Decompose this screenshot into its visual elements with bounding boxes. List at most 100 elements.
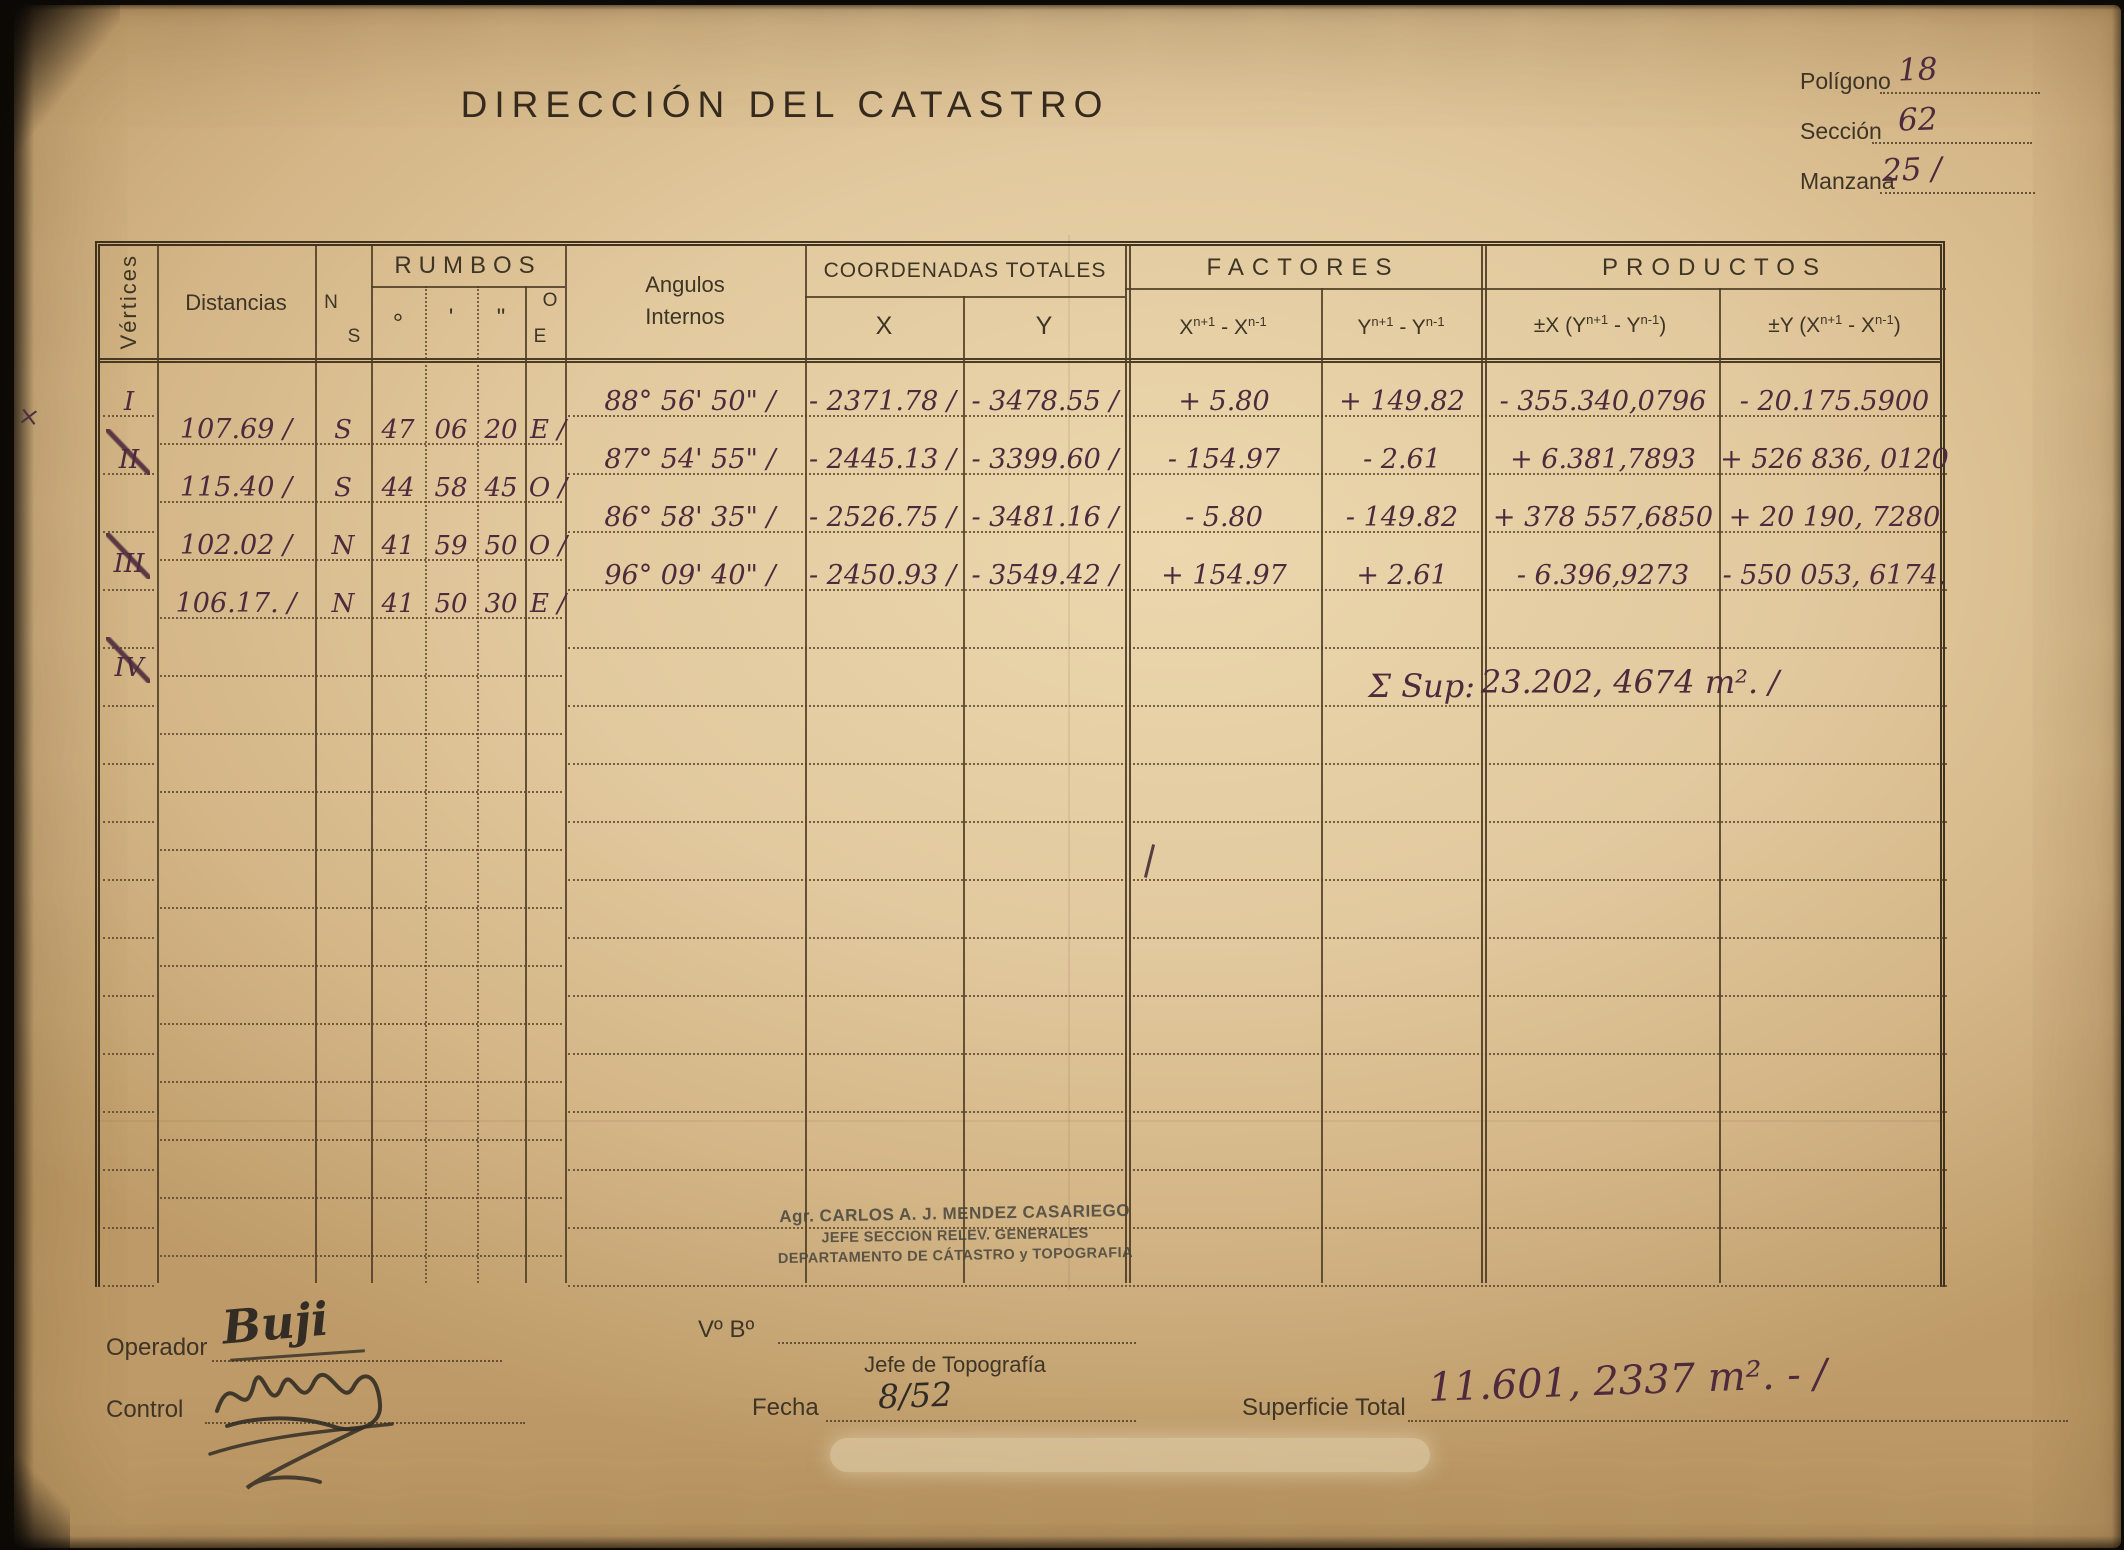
factor-y: + 149.82 [1339, 386, 1465, 417]
rumbos-n-label: N [324, 292, 338, 313]
computation-table: Vértices Distancias RUMBOS N S ° ' " O E… [95, 241, 1949, 1287]
ruled-line [103, 1285, 154, 1287]
grid-line [315, 246, 317, 1283]
angulo-interno: 96° 09' 40" / [604, 560, 776, 591]
ruled-line [568, 589, 1947, 591]
ruled-line [568, 821, 1947, 823]
ruled-line [103, 1169, 154, 1171]
col-header-producto-y: ±Y (Xn+1 - Xn-1) [1768, 312, 1901, 337]
ruled-line [103, 705, 154, 707]
coord-x: - 2450.93 / [808, 560, 957, 591]
poligono-line [1880, 92, 2040, 94]
vertex-label: IV [102, 637, 156, 683]
manzana-value: 25 / [1881, 150, 1943, 190]
ruled-line [568, 763, 1947, 765]
ruled-line [568, 1285, 1947, 1287]
ruled-line [160, 1023, 562, 1025]
col-header-distancias: Distancias [185, 290, 287, 315]
paper-background [14, 5, 2121, 1548]
distancia-value: 106.17. / [175, 588, 297, 619]
distancia-value: 102.02 / [179, 530, 293, 561]
grid-line [1321, 288, 1323, 1283]
rumbos-sec-label: " [496, 304, 506, 331]
manzana-line [1880, 192, 2035, 194]
vobo-line [778, 1342, 1136, 1344]
rumbo-oe: E / [529, 415, 566, 445]
rumbo-ns: N [331, 531, 355, 561]
manzana-label: Manzana [1800, 168, 1895, 194]
rumbo-minutos: 58 [434, 473, 468, 503]
coordenadas-underline [805, 296, 1125, 298]
rumbo-grados: 41 [381, 589, 415, 619]
ruled-line [103, 937, 154, 939]
seccion-label: Sección [1800, 118, 1882, 144]
seccion-value: 62 [1897, 101, 1939, 139]
producto-x: + 6.381,7893 [1510, 444, 1696, 475]
ruled-line [160, 1139, 562, 1141]
stamp-title: JEFE SECCION RELEV. GENERALES [821, 1225, 1089, 1247]
coord-y: - 3549.42 / [971, 560, 1119, 591]
rumbos-deg-label: ° [392, 308, 404, 338]
rumbo-oe: O / [528, 531, 568, 561]
col-header-angulos-1: Angulos [645, 272, 725, 297]
angulo-interno: 87° 54' 55" / [604, 444, 776, 475]
distancia-value: 115.40 / [179, 472, 293, 503]
productos-underline [1481, 288, 1946, 290]
ruled-line [160, 443, 562, 445]
rumbo-segundos: 45 [484, 473, 518, 503]
fecha-line [826, 1420, 1136, 1422]
rumbos-o-label: O [542, 290, 558, 311]
coord-x: - 2445.13 / [808, 444, 957, 475]
col-header-vertices: Vértices [115, 254, 141, 350]
factor-x: + 5.80 [1178, 386, 1270, 417]
rumbos-min-label: ' [448, 304, 454, 331]
producto-y: - 20.175.5900 [1739, 386, 1930, 417]
superficie-value: 11.601, 2337 m². - / [1427, 1351, 1828, 1411]
ruled-line [568, 1169, 1947, 1171]
ruled-line [160, 965, 562, 967]
poligono-value: 18 [1897, 51, 1939, 89]
producto-y: - 550 053, 6174. [1722, 560, 1947, 591]
rumbo-grados: 47 [381, 415, 415, 445]
ruled-line [160, 1081, 562, 1083]
rumbo-segundos: 20 [484, 415, 518, 445]
factor-x: - 5.80 [1185, 502, 1263, 533]
rumbos-s-label: S [347, 326, 361, 347]
group-header-productos: PRODUCTOS [1602, 254, 1827, 281]
rumbo-minutos: 06 [434, 415, 468, 445]
ruled-line [103, 589, 154, 591]
coord-y: - 3399.60 / [971, 444, 1119, 475]
factor-y: + 2.61 [1356, 560, 1448, 591]
group-header-factores: FACTORES [1206, 254, 1400, 281]
grid-line [371, 246, 373, 1283]
grid-line [477, 286, 479, 1283]
page-title: DIRECCIÓN DEL CATASTRO [460, 84, 1110, 125]
fecha-label: Fecha [752, 1394, 819, 1421]
ruled-line [103, 1111, 154, 1113]
grid-line [963, 296, 965, 1283]
ruled-line [568, 705, 1947, 707]
ruled-line [103, 531, 154, 533]
ruled-line [160, 617, 562, 619]
ruled-line [568, 415, 1947, 417]
rumbo-minutos: 50 [434, 589, 468, 619]
ruled-line [160, 675, 562, 677]
grid-line [157, 246, 159, 1283]
ruled-line [160, 559, 562, 561]
control-line [205, 1422, 525, 1424]
rumbos-e-label: E [533, 326, 547, 347]
rumbos-underline [371, 286, 565, 288]
factor-x: - 154.97 [1167, 444, 1281, 475]
paper-crease-horizontal [95, 1120, 1945, 1122]
ruled-line [568, 531, 1947, 533]
factor-y: - 149.82 [1345, 502, 1459, 533]
rumbo-ns: N [331, 589, 355, 619]
ruled-line [568, 879, 1947, 881]
scan-edge-left [0, 0, 34, 1550]
ruling-vertices [100, 360, 157, 1287]
col-header-factor-y: Yn+1 - Yn-1 [1357, 314, 1445, 339]
paper-crease-vertical [1068, 235, 1070, 1290]
ruling-right [565, 360, 1950, 1287]
ruled-line [160, 1197, 562, 1199]
